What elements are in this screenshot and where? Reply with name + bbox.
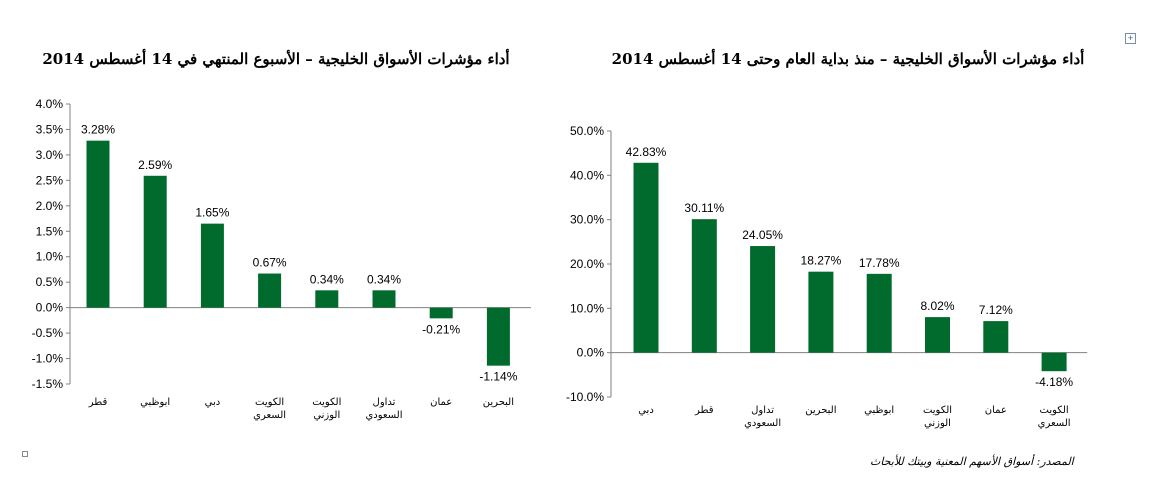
y-tick-label: 10.0% (570, 301, 604, 315)
data-label: 24.05% (742, 228, 783, 242)
category-label: الكويت السعري (1038, 405, 1071, 429)
category-label: الكويت السعري (253, 397, 286, 421)
data-label: 8.02% (920, 299, 954, 313)
bar (200, 223, 224, 308)
y-tick-label: -1.5% (32, 377, 64, 391)
data-label: 18.27% (801, 254, 842, 268)
y-tick-label: 0.0% (36, 301, 64, 315)
bar (691, 219, 717, 353)
category-label: تداول السعودي (365, 397, 402, 421)
bar (1041, 352, 1067, 372)
y-tick-label: -10.0% (566, 390, 604, 404)
data-label: 3.28% (81, 123, 115, 137)
y-tick-label: 0.0% (577, 346, 605, 360)
category-label: قطر (694, 405, 714, 416)
y-tick-label: 0.5% (36, 275, 64, 289)
bar (866, 273, 892, 353)
category-label: الكويت الوزني (312, 397, 341, 421)
data-label: -1.14% (479, 370, 517, 384)
y-tick-label: 4.0% (36, 97, 64, 111)
y-tick-label: -0.5% (32, 326, 64, 340)
category-label: ابوظبي (864, 405, 894, 416)
bar (633, 162, 659, 353)
bar (258, 273, 282, 308)
bar (925, 317, 950, 353)
category-label: دبي (205, 397, 221, 408)
category-label: ابوظبي (140, 397, 170, 408)
data-label: 0.34% (310, 272, 344, 286)
data-label: 42.83% (626, 145, 667, 159)
data-label: 17.78% (859, 256, 900, 270)
bar (315, 290, 339, 308)
source-note: المصدر: أسواق الأسهم المعنية وبيتك للأبح… (870, 455, 1074, 468)
y-tick-label: 3.5% (36, 122, 64, 136)
y-tick-label: 1.0% (36, 250, 64, 264)
bar (372, 290, 396, 308)
category-label: دبي (638, 405, 654, 416)
y-tick-label: 1.5% (36, 224, 64, 238)
data-label: -0.21% (422, 322, 460, 336)
data-label: 7.12% (979, 303, 1013, 317)
y-tick-label: 2.5% (36, 173, 64, 187)
data-label: 1.65% (195, 206, 229, 220)
category-label: قطر (88, 397, 108, 408)
y-tick-label: 3.0% (36, 148, 64, 162)
data-label: 2.59% (138, 158, 172, 172)
category-label: عمان (985, 405, 1007, 416)
data-label: 30.11% (684, 201, 724, 215)
category-label: الكويت الوزني (923, 405, 952, 429)
category-label: البحرين (805, 405, 836, 416)
data-label: 0.34% (367, 272, 401, 286)
bar (750, 246, 776, 353)
right-chart-title: أداء مؤشرات الأسواق الخليجية – منذ بداية… (611, 50, 1085, 68)
paragraph-marker (22, 451, 28, 457)
table-anchor-icon[interactable]: + (1125, 33, 1136, 44)
y-tick-label: 30.0% (570, 213, 604, 227)
bar (86, 140, 110, 308)
left-chart-title: أداء مؤشرات الأسواق الخليجية – الأسبوع ا… (42, 50, 510, 68)
category-label: عمان (430, 397, 452, 408)
y-tick-label: 2.0% (36, 199, 64, 213)
bar (429, 307, 453, 319)
category-label: البحرين (483, 397, 514, 408)
y-tick-label: -1.0% (32, 352, 64, 366)
y-tick-label: 50.0% (570, 124, 604, 138)
bar (983, 321, 1009, 353)
data-label: 0.67% (253, 256, 287, 270)
bar (143, 175, 167, 308)
bar (486, 307, 510, 366)
bar (808, 271, 834, 353)
category-label: تداول السعودي (744, 405, 781, 429)
y-tick-label: 40.0% (570, 168, 604, 182)
y-tick-label: 20.0% (570, 257, 604, 271)
data-label: -4.18% (1035, 375, 1073, 389)
